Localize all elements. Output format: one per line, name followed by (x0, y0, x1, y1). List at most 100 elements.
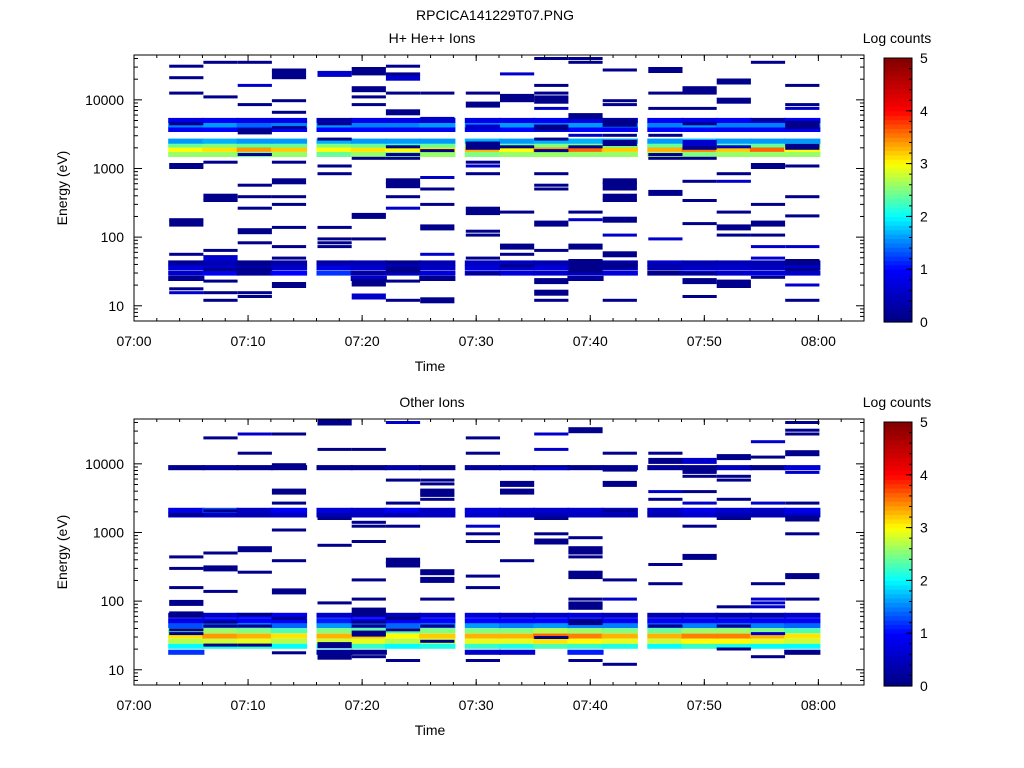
y-tick-label: 100 (101, 229, 125, 245)
colorbar-tick-label: 2 (920, 208, 928, 224)
heatmap-cell (384, 618, 422, 624)
heatmap-cell (567, 126, 604, 132)
colorbar-tick-label: 4 (920, 103, 928, 119)
heatmap-cell (168, 638, 205, 644)
heatmap-cell (682, 106, 717, 110)
heatmap-cell (750, 60, 786, 64)
y-tick-label: 100 (101, 593, 125, 609)
heatmap-cell (351, 597, 386, 601)
heatmap-cell (601, 638, 638, 644)
heatmap-cell (464, 151, 501, 157)
heatmap-cell (169, 628, 204, 632)
heatmap-cell (419, 151, 456, 157)
heatmap-cell (749, 146, 787, 152)
colorbar-segment (884, 106, 912, 112)
heatmap-cell (385, 266, 421, 273)
heatmap-cell (533, 265, 570, 271)
colorbar-segment (884, 313, 912, 319)
heatmap-cell (236, 507, 273, 513)
heatmap-cell (568, 57, 603, 60)
heatmap-cell (202, 122, 239, 128)
heatmap-cell (499, 638, 536, 644)
colorbar-segment (884, 203, 912, 209)
heatmap-cell (464, 643, 501, 649)
heatmap-cell (465, 143, 500, 150)
panel-h-he-ions: 07:00 07:10 07:20 07:30 07:40 07:50 08:0010100… (54, 30, 931, 374)
heatmap-cell (350, 265, 387, 271)
colorbar-segment (884, 256, 912, 261)
heatmap-cell (682, 179, 717, 183)
heatmap-cell (602, 178, 637, 185)
heatmap-cell (384, 643, 422, 649)
heatmap-cell (169, 287, 204, 291)
heatmap-cell (237, 183, 272, 187)
heatmap-cell (168, 126, 205, 132)
heatmap-cell (602, 509, 637, 513)
heatmap-cell (682, 295, 717, 298)
colorbar-segment (884, 159, 912, 165)
heatmap-cell (464, 623, 501, 629)
heatmap-cell (567, 151, 604, 157)
heatmap-cell (601, 623, 638, 629)
heatmap-cell (682, 524, 717, 528)
heatmap-cell (534, 183, 569, 187)
heatmap-cell (785, 501, 820, 505)
heatmap-cell (785, 532, 820, 536)
heatmap-cell (169, 291, 204, 295)
heatmap-cell (500, 72, 535, 76)
heatmap-cell (750, 597, 786, 601)
heatmap-cell (317, 137, 352, 141)
colorbar-segment (884, 422, 912, 427)
heatmap-cell (420, 497, 455, 501)
heatmap-cell (419, 512, 456, 518)
heatmap-cell (350, 138, 387, 144)
heatmap-cell (236, 512, 273, 518)
heatmap-cell (202, 126, 239, 132)
heatmap-cell (385, 182, 421, 189)
heatmap-cell (648, 133, 683, 137)
heatmap-cell (169, 64, 204, 68)
heatmap-cell (271, 488, 307, 495)
colorbar-segment (884, 479, 912, 485)
heatmap-cell (351, 612, 386, 616)
heatmap-cell (500, 93, 535, 100)
heatmap-cell (648, 237, 683, 241)
heatmap-cell (716, 478, 751, 482)
colorbar-segment (884, 589, 912, 595)
heatmap-cell (270, 638, 308, 644)
heatmap-cell (465, 141, 500, 145)
colorbar-tick-label: 0 (920, 678, 928, 694)
heatmap-cell (785, 268, 820, 272)
heatmap-cell (648, 156, 683, 160)
heatmap-cell (203, 551, 238, 555)
heatmap-cell (420, 116, 455, 123)
heatmap-cell (681, 623, 718, 629)
heatmap-cell (419, 507, 456, 513)
heatmap-cell (465, 124, 500, 131)
heatmap-cell (568, 218, 603, 222)
heatmap-cell (385, 557, 421, 564)
heatmap-cell (784, 507, 821, 513)
heatmap-cell (499, 649, 536, 655)
heatmap-cell (749, 512, 787, 518)
colorbar-segment (884, 264, 912, 270)
heatmap-cell (601, 126, 638, 132)
heatmap-cell (237, 103, 272, 107)
heatmap-cell (647, 117, 684, 123)
heatmap-cell (681, 151, 718, 157)
heatmap-cell (750, 501, 786, 505)
x-tick-label: 07:10 (231, 697, 266, 713)
heatmap-cell (316, 126, 353, 132)
heatmap-cell (203, 193, 238, 200)
heatmap-cell (464, 633, 501, 639)
heatmap-cell (271, 528, 307, 532)
heatmap-cell (464, 507, 501, 513)
heatmap-cell (270, 628, 308, 634)
heatmap-cell (270, 623, 308, 629)
heatmap-cell (420, 176, 455, 179)
colorbar-segment (884, 545, 912, 551)
heatmap-cell (648, 582, 683, 586)
heatmap-cell (534, 278, 569, 285)
heatmap-cell (499, 146, 536, 152)
heatmap-cell (647, 465, 684, 471)
